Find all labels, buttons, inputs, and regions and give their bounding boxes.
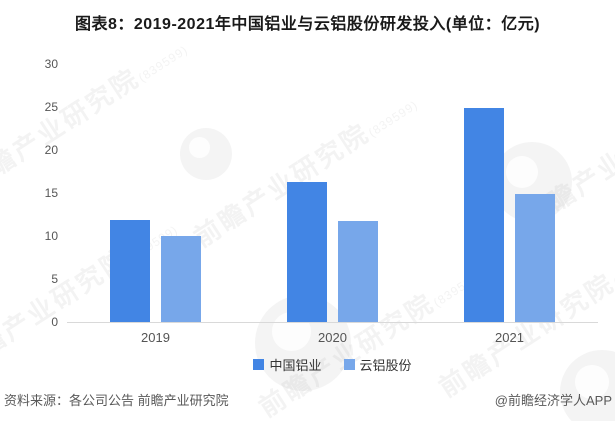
bar-2019-series2 bbox=[161, 236, 201, 322]
y-axis-tick-label: 30 bbox=[44, 57, 58, 71]
bar-2021-series2 bbox=[515, 193, 555, 322]
x-axis-category-label: 2020 bbox=[318, 330, 347, 345]
bar-2021-series1 bbox=[464, 107, 504, 322]
bar-2020-series1 bbox=[287, 181, 327, 322]
legend-label: 中国铝业 bbox=[269, 358, 322, 373]
y-axis-tick-label: 20 bbox=[44, 143, 58, 157]
legend-item-series2[interactable]: 云铝股份 bbox=[343, 355, 412, 374]
y-axis-tick-label: 25 bbox=[44, 100, 58, 114]
legend-item-series1[interactable]: 中国铝业 bbox=[253, 355, 322, 374]
x-axis-line bbox=[67, 322, 598, 323]
chart-legend: 中国铝业 云铝股份 bbox=[67, 355, 598, 374]
bar-2019-series1 bbox=[110, 219, 150, 322]
legend-swatch-icon bbox=[253, 359, 265, 370]
bar-2020-series2 bbox=[338, 220, 378, 322]
credit-note: @前瞻经济学人APP bbox=[494, 393, 612, 408]
y-axis-tick-label: 10 bbox=[44, 229, 58, 243]
legend-swatch-icon bbox=[343, 359, 355, 370]
x-axis-category-label: 2019 bbox=[141, 330, 170, 345]
legend-label: 云铝股份 bbox=[359, 358, 412, 373]
chart-title: 图表8：2019-2021年中国铝业与云铝股份研发投入(单位：亿元) bbox=[74, 16, 541, 33]
y-axis-tick-label: 0 bbox=[51, 315, 58, 329]
source-note: 资料来源：各公司公告 前瞻产业研究院 bbox=[4, 393, 229, 408]
chart-footer: 资料来源：各公司公告 前瞻产业研究院 @前瞻经济学人APP bbox=[0, 390, 615, 409]
y-axis-tick-label: 15 bbox=[44, 186, 58, 200]
y-axis-tick-label: 5 bbox=[51, 272, 58, 286]
x-axis-category-label: 2021 bbox=[495, 330, 524, 345]
